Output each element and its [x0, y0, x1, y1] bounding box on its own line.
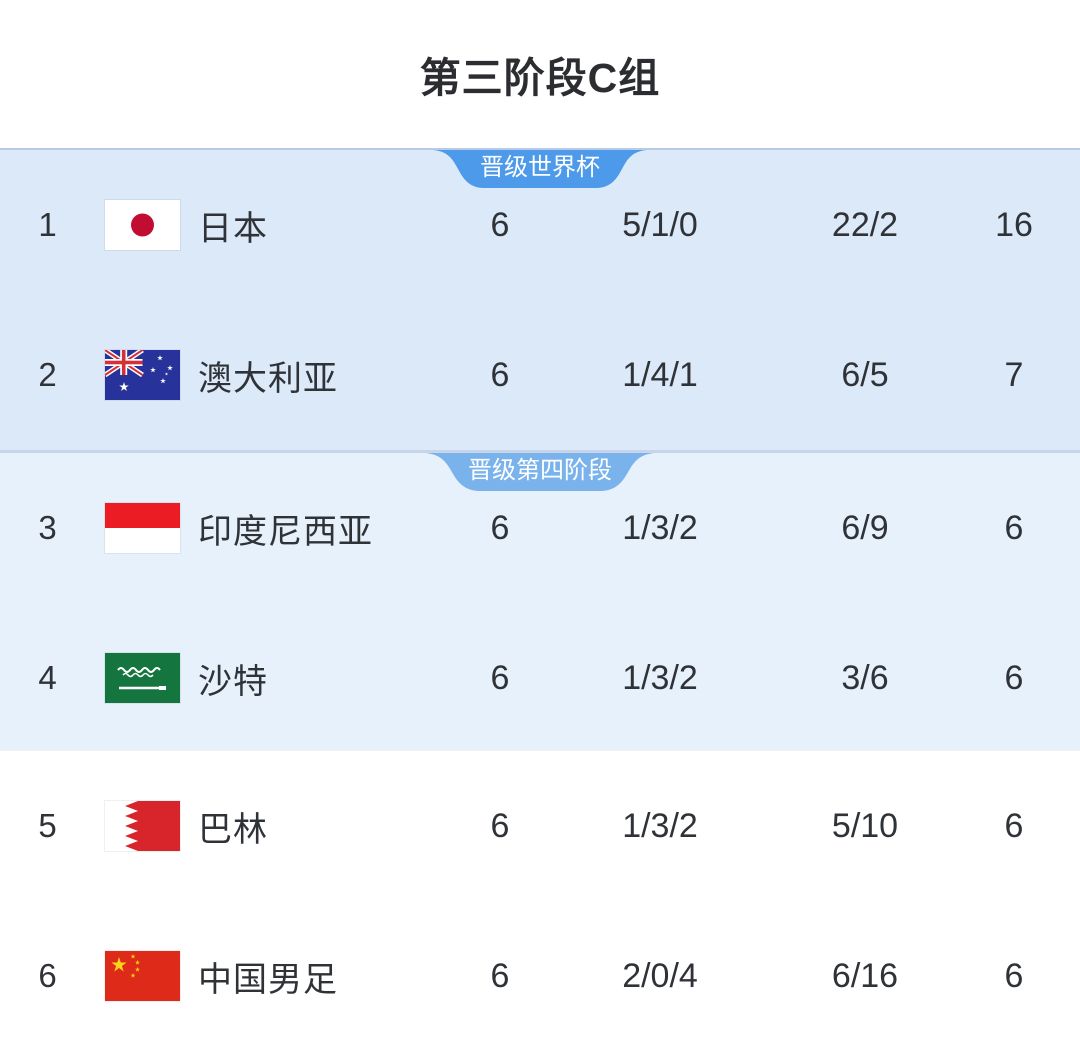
win-draw-loss: 1/3/2	[622, 508, 698, 547]
badge-label: 晋级世界杯	[480, 154, 600, 181]
flag-cell	[95, 653, 190, 703]
matches-played: 6	[490, 355, 510, 394]
china-flag-icon	[105, 951, 180, 1001]
team-name: 印度尼西亚	[198, 512, 373, 551]
goals-for-against: 6/9	[841, 508, 889, 547]
goals-for-against: 5/10	[831, 806, 899, 845]
table-row[interactable]: 5 巴林 6 1/3/2 5/10 6	[0, 751, 1080, 901]
table-row[interactable]: 6 中国男足 6 2/0/4 6/16 6	[0, 901, 1080, 1051]
team-name: 澳大利亚	[198, 359, 338, 398]
bahrain-flag-icon	[105, 801, 180, 851]
win-draw-loss: 1/3/2	[622, 806, 698, 845]
rank: 5	[38, 807, 57, 844]
goals-for-against: 6/16	[831, 956, 899, 995]
points: 6	[1004, 956, 1024, 995]
points: 6	[1004, 658, 1024, 697]
flag-cell	[95, 350, 190, 400]
section-eliminated: 5 巴林 6 1/3/2 5/10 6 6	[0, 750, 1080, 1053]
points: 7	[1004, 355, 1024, 394]
badge-tab-shape	[433, 150, 647, 188]
world-cup-qualification-badge: 晋级世界杯	[433, 150, 647, 188]
team-name: 中国男足	[198, 960, 338, 999]
table-row[interactable]: 1 日本 6 5/1/0 22/2 16	[0, 150, 1080, 300]
points: 6	[1004, 508, 1024, 547]
team-name: 日本	[198, 209, 268, 248]
flag-cell	[95, 951, 190, 1001]
page-header: 第三阶段C组	[0, 0, 1080, 148]
goals-for-against: 6/5	[841, 355, 889, 394]
flag-cell	[95, 801, 190, 851]
team-name: 沙特	[198, 662, 268, 701]
matches-played: 6	[490, 806, 510, 845]
japan-flag-icon	[105, 200, 180, 250]
fourth-stage-qualification-badge: 晋级第四阶段	[425, 453, 655, 491]
win-draw-loss: 2/0/4	[622, 956, 698, 995]
win-draw-loss: 1/3/2	[622, 658, 698, 697]
rank: 1	[38, 206, 57, 243]
section-world-cup-qualified: 晋级世界杯 1 日本 6 5/1/0 22/2 16 2	[0, 148, 1080, 450]
matches-played: 6	[490, 658, 510, 697]
matches-played: 6	[490, 508, 510, 547]
indonesia-flag-icon	[105, 503, 180, 553]
australia-flag-icon	[105, 350, 180, 400]
rank: 6	[38, 957, 57, 994]
goals-for-against: 22/2	[831, 205, 899, 244]
table-row[interactable]: 2 澳大利亚 6 1/4/1 6/5	[0, 300, 1080, 450]
badge-label: 晋级第四阶段	[468, 457, 612, 484]
rank: 4	[38, 659, 57, 696]
flag-cell	[95, 503, 190, 553]
win-draw-loss: 5/1/0	[622, 205, 698, 244]
badge-tab-shape	[425, 453, 655, 491]
rank: 2	[38, 356, 57, 393]
goals-for-against: 3/6	[841, 658, 889, 697]
table-row[interactable]: 3 印度尼西亚 6 1/3/2 6/9 6	[0, 453, 1080, 603]
flag-cell	[95, 200, 190, 250]
win-draw-loss: 1/4/1	[622, 355, 698, 394]
section-fourth-stage: 晋级第四阶段 3 印度尼西亚 6 1/3/2 6/9 6 4	[0, 450, 1080, 750]
rank: 3	[38, 509, 57, 546]
page-title: 第三阶段C组	[419, 55, 661, 101]
points: 16	[995, 205, 1033, 244]
saudi-arabia-flag-icon	[105, 653, 180, 703]
table-row[interactable]: 4 沙特 6 1/3/2 3/6 6	[0, 603, 1080, 753]
matches-played: 6	[490, 205, 510, 244]
team-name: 巴林	[198, 810, 268, 849]
points: 6	[1004, 806, 1024, 845]
matches-played: 6	[490, 956, 510, 995]
